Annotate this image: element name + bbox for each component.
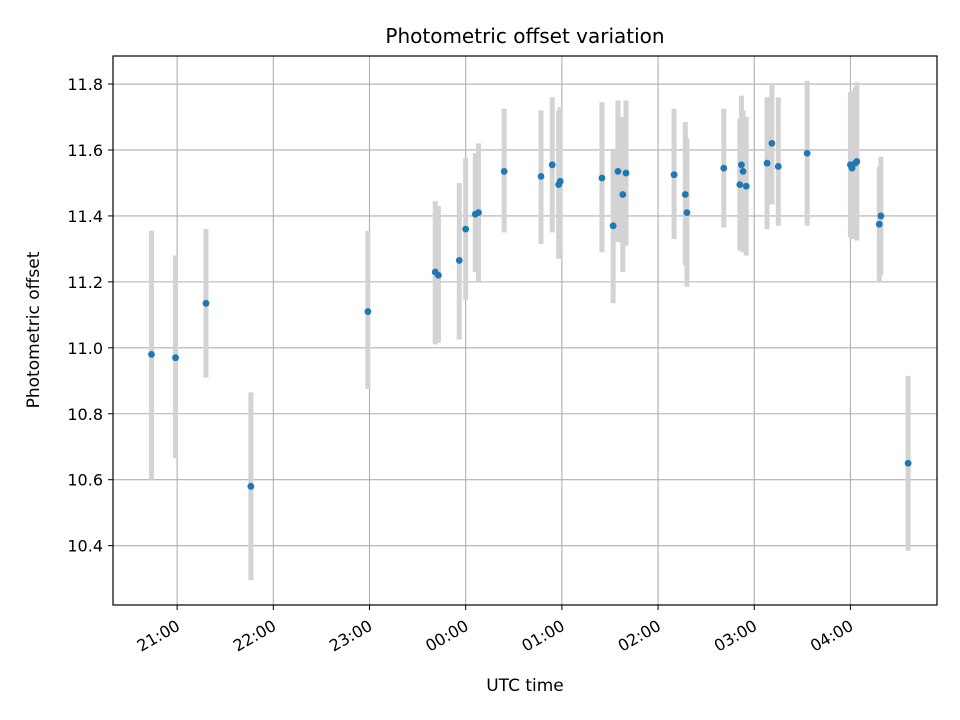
- x-tick-label: 21:00: [134, 616, 183, 656]
- x-tick-label: 02:00: [615, 616, 664, 656]
- data-point: [720, 164, 728, 172]
- data-point: [774, 163, 782, 170]
- x-axis-ticks: 21:00 22:00 23:00 00:00 01:00 02:00 03:00 04:00: [134, 605, 856, 656]
- data-point: [614, 168, 622, 175]
- data-point: [763, 159, 771, 167]
- data-point: [548, 161, 556, 169]
- x-tick-label: 03:00: [711, 616, 760, 656]
- data-point: [739, 168, 747, 175]
- data-point: [738, 161, 745, 169]
- error-bars: [148, 80, 911, 581]
- data-point: [622, 169, 630, 177]
- x-tick-label: 01:00: [518, 616, 567, 656]
- data-point: [877, 212, 885, 220]
- y-tick-label: 11.0: [67, 339, 103, 358]
- data-point: [556, 177, 564, 185]
- data-point: [475, 209, 482, 217]
- y-axis-title: Photometric offset: [24, 251, 44, 408]
- grid: [113, 56, 937, 605]
- data-point: [681, 191, 689, 198]
- data-point: [904, 459, 912, 467]
- data-point: [435, 271, 442, 279]
- x-tick-label: 22:00: [230, 616, 279, 656]
- y-tick-label: 10.6: [67, 471, 103, 490]
- data-point: [364, 308, 372, 315]
- data-point: [537, 172, 545, 180]
- x-tick-label: 23:00: [326, 616, 375, 656]
- y-tick-label: 10.8: [67, 405, 103, 424]
- data-point: [768, 139, 776, 147]
- data-point: [742, 182, 750, 190]
- x-tick-label: 04:00: [807, 616, 856, 656]
- y-axis-ticks: 10.4 10.6 10.8 11.0 11.2 11.4 11.6 11.8: [67, 75, 113, 556]
- x-axis-title: UTC time: [486, 676, 564, 696]
- data-point: [619, 191, 627, 198]
- plot-frame: [112, 55, 938, 606]
- data-point: [609, 222, 617, 230]
- data-point: [247, 482, 255, 490]
- data-point: [462, 225, 470, 233]
- data-point: [202, 299, 210, 307]
- data-point: [500, 168, 508, 175]
- data-point: [455, 257, 463, 264]
- y-tick-label: 11.2: [67, 273, 103, 292]
- data-point: [148, 351, 155, 358]
- data-point: [172, 354, 179, 362]
- data-point: [803, 149, 811, 157]
- y-tick-label: 11.4: [67, 207, 103, 226]
- x-tick-label: 00:00: [422, 616, 471, 656]
- data-point: [853, 158, 861, 165]
- data-point: [848, 164, 856, 172]
- y-tick-label: 10.4: [67, 537, 103, 556]
- data-point: [683, 209, 691, 217]
- data-point: [598, 174, 606, 182]
- data-point: [736, 181, 744, 188]
- data-point: [875, 220, 883, 228]
- data-points: [148, 139, 912, 490]
- data-point: [670, 171, 678, 179]
- chart-title: Photometric offset variation: [385, 24, 664, 48]
- y-tick-label: 11.8: [67, 75, 103, 94]
- y-tick-label: 11.6: [67, 141, 103, 160]
